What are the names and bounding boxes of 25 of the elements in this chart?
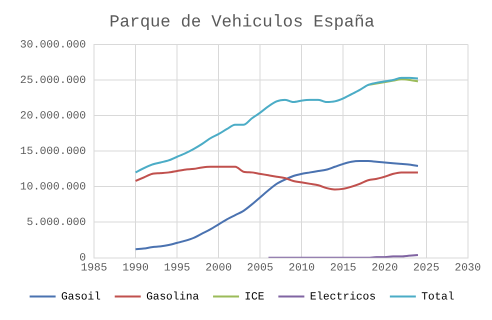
x-tick-label: 2005	[246, 262, 274, 274]
x-tick-label: 2025	[413, 262, 440, 274]
legend-label: Total	[421, 291, 454, 304]
x-tick-label: 2015	[330, 262, 356, 274]
x-tick-label: 1990	[122, 262, 149, 274]
x-tick-label: 1985	[80, 262, 108, 274]
line-series	[134, 76, 419, 174]
y-tick-label: 15.000.000	[20, 146, 86, 158]
chart-title: Parque de Vehiculos España	[109, 14, 375, 33]
legend-label: Gasolina	[146, 291, 200, 304]
legend-label: Electricos	[310, 291, 376, 304]
x-tick-label: 2030	[454, 262, 481, 274]
x-tick-label: 2010	[288, 262, 315, 274]
y-tick-label: 20.000.000	[20, 110, 86, 122]
line-series	[134, 166, 419, 191]
line-series	[134, 160, 419, 250]
y-tick-label: 30.000.000	[20, 39, 86, 52]
y-tick-label: 5.000.000	[26, 217, 86, 230]
y-tick-label: 10.000.000	[20, 182, 86, 194]
x-tick-label: 2000	[205, 262, 232, 274]
x-tick-label: 1995	[164, 262, 190, 274]
x-tick-label: 2020	[372, 262, 398, 274]
legend-label: ICE	[244, 291, 265, 304]
y-tick-label: 25.000.000	[20, 74, 86, 87]
legend-label: Gasoil	[61, 291, 101, 304]
